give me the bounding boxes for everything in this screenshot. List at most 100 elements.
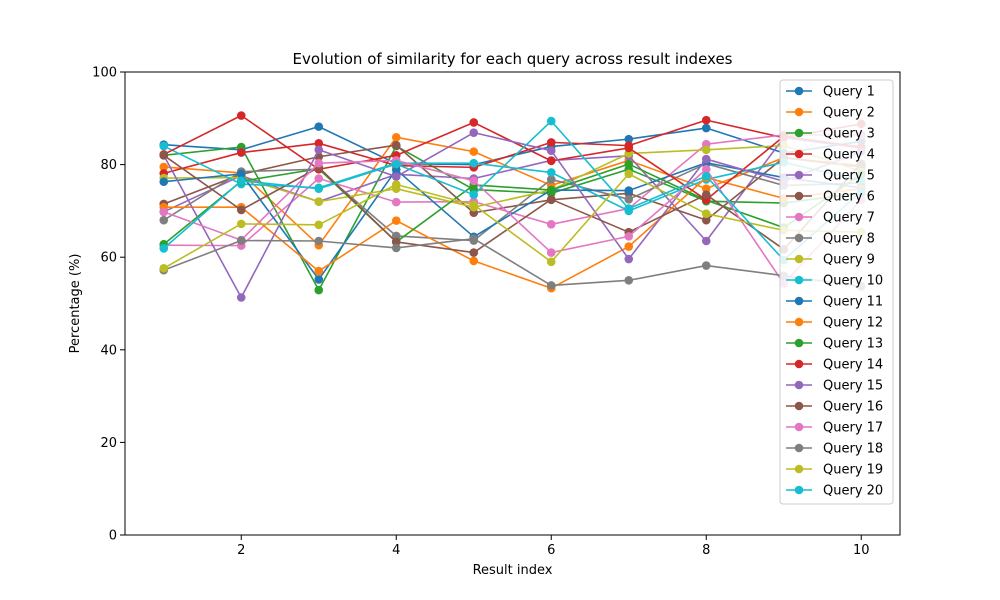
data-point <box>546 195 556 204</box>
data-point <box>701 184 711 193</box>
legend-marker <box>794 149 804 159</box>
legend-item: Query 13 <box>786 337 883 352</box>
legend-marker <box>794 107 804 117</box>
legend-item: Query 16 <box>786 400 883 415</box>
data-point <box>546 175 556 184</box>
legend-label: Query 18 <box>823 442 883 457</box>
y-tick-label: 40 <box>100 343 117 358</box>
data-point <box>624 254 634 264</box>
data-point <box>469 248 479 257</box>
data-point <box>624 276 634 285</box>
data-point <box>624 195 634 204</box>
legend-label: Query 6 <box>823 190 875 205</box>
legend-item: Query 4 <box>786 148 875 163</box>
legend-box <box>779 79 894 505</box>
data-point <box>391 140 401 150</box>
series-line <box>163 162 862 242</box>
legend-item: Query 12 <box>786 316 883 331</box>
data-point <box>159 207 169 217</box>
data-point <box>391 132 401 142</box>
legend-marker <box>794 128 804 138</box>
x-tick-label: 4 <box>392 543 400 558</box>
data-point <box>314 275 324 284</box>
series-line <box>163 120 862 261</box>
series-line <box>163 145 862 291</box>
data-point <box>624 232 634 241</box>
legend-marker <box>794 401 804 411</box>
legend-marker <box>794 212 804 222</box>
y-tick-label: 20 <box>100 436 117 451</box>
legend-marker <box>794 296 804 306</box>
data-point <box>391 243 401 253</box>
legend-marker <box>794 359 804 369</box>
data-point <box>546 146 556 156</box>
x-tick-label: 6 <box>547 543 555 558</box>
legend-label: Query 7 <box>823 211 875 226</box>
legend-label: Query 14 <box>823 358 883 373</box>
data-point <box>701 190 711 199</box>
data-point <box>391 172 401 181</box>
data-point <box>314 145 324 155</box>
data-point <box>546 156 556 166</box>
legend-marker <box>794 443 804 453</box>
data-point <box>314 236 324 246</box>
legend-label: Query 4 <box>823 148 875 163</box>
data-point <box>469 256 479 266</box>
legend-item: Query 3 <box>786 127 875 142</box>
x-tick-label: 8 <box>702 543 710 558</box>
data-point <box>701 115 711 125</box>
data-point <box>469 200 479 210</box>
legend-label: Query 15 <box>823 379 883 394</box>
data-point <box>546 116 556 126</box>
legend-label: Query 17 <box>823 421 883 436</box>
x-tick-label: 2 <box>237 543 245 558</box>
legend-marker <box>794 275 804 285</box>
legend-label: Query 19 <box>823 463 883 478</box>
legend-item: Query 17 <box>786 421 883 436</box>
series-line <box>163 163 862 245</box>
legend-marker <box>794 191 804 201</box>
data-point <box>391 159 401 169</box>
x-axis-label: Result index <box>473 563 553 578</box>
legend-marker <box>794 254 804 264</box>
data-point <box>624 134 634 144</box>
data-point <box>546 168 556 177</box>
series-line <box>163 144 862 208</box>
data-point <box>314 184 324 193</box>
data-point <box>159 264 169 273</box>
data-point <box>469 118 479 127</box>
legend-label: Query 10 <box>823 274 883 289</box>
series-19 <box>159 169 866 273</box>
legend-label: Query 3 <box>823 127 875 142</box>
data-point <box>701 145 711 155</box>
legend-label: Query 20 <box>823 484 883 499</box>
data-point <box>546 248 556 257</box>
data-point <box>546 257 556 267</box>
data-point <box>236 176 246 186</box>
data-point <box>624 169 634 179</box>
data-point <box>469 158 479 168</box>
legend: Query 1 Query 2 Query 3 Query 4 Query 5 Query… <box>779 79 894 505</box>
data-point <box>236 148 246 157</box>
data-point <box>701 164 711 174</box>
data-point <box>624 159 634 169</box>
data-point <box>314 266 324 276</box>
y-tick-label: 80 <box>100 158 117 173</box>
data-point <box>236 111 246 120</box>
data-point <box>159 151 169 160</box>
data-point <box>314 197 324 206</box>
series-line <box>163 173 862 270</box>
data-point <box>701 171 711 181</box>
data-point <box>159 141 169 151</box>
data-point <box>624 186 634 195</box>
legend-item: Query 14 <box>786 358 883 373</box>
y-tick-label: 60 <box>100 251 117 266</box>
legend-label: Query 11 <box>823 295 883 310</box>
y-tick-label: 100 <box>92 66 117 81</box>
legend-label: Query 9 <box>823 253 875 268</box>
data-point <box>701 154 711 164</box>
data-point <box>469 234 479 243</box>
series-line <box>163 176 862 290</box>
legend-marker <box>794 170 804 180</box>
data-point <box>469 190 479 199</box>
